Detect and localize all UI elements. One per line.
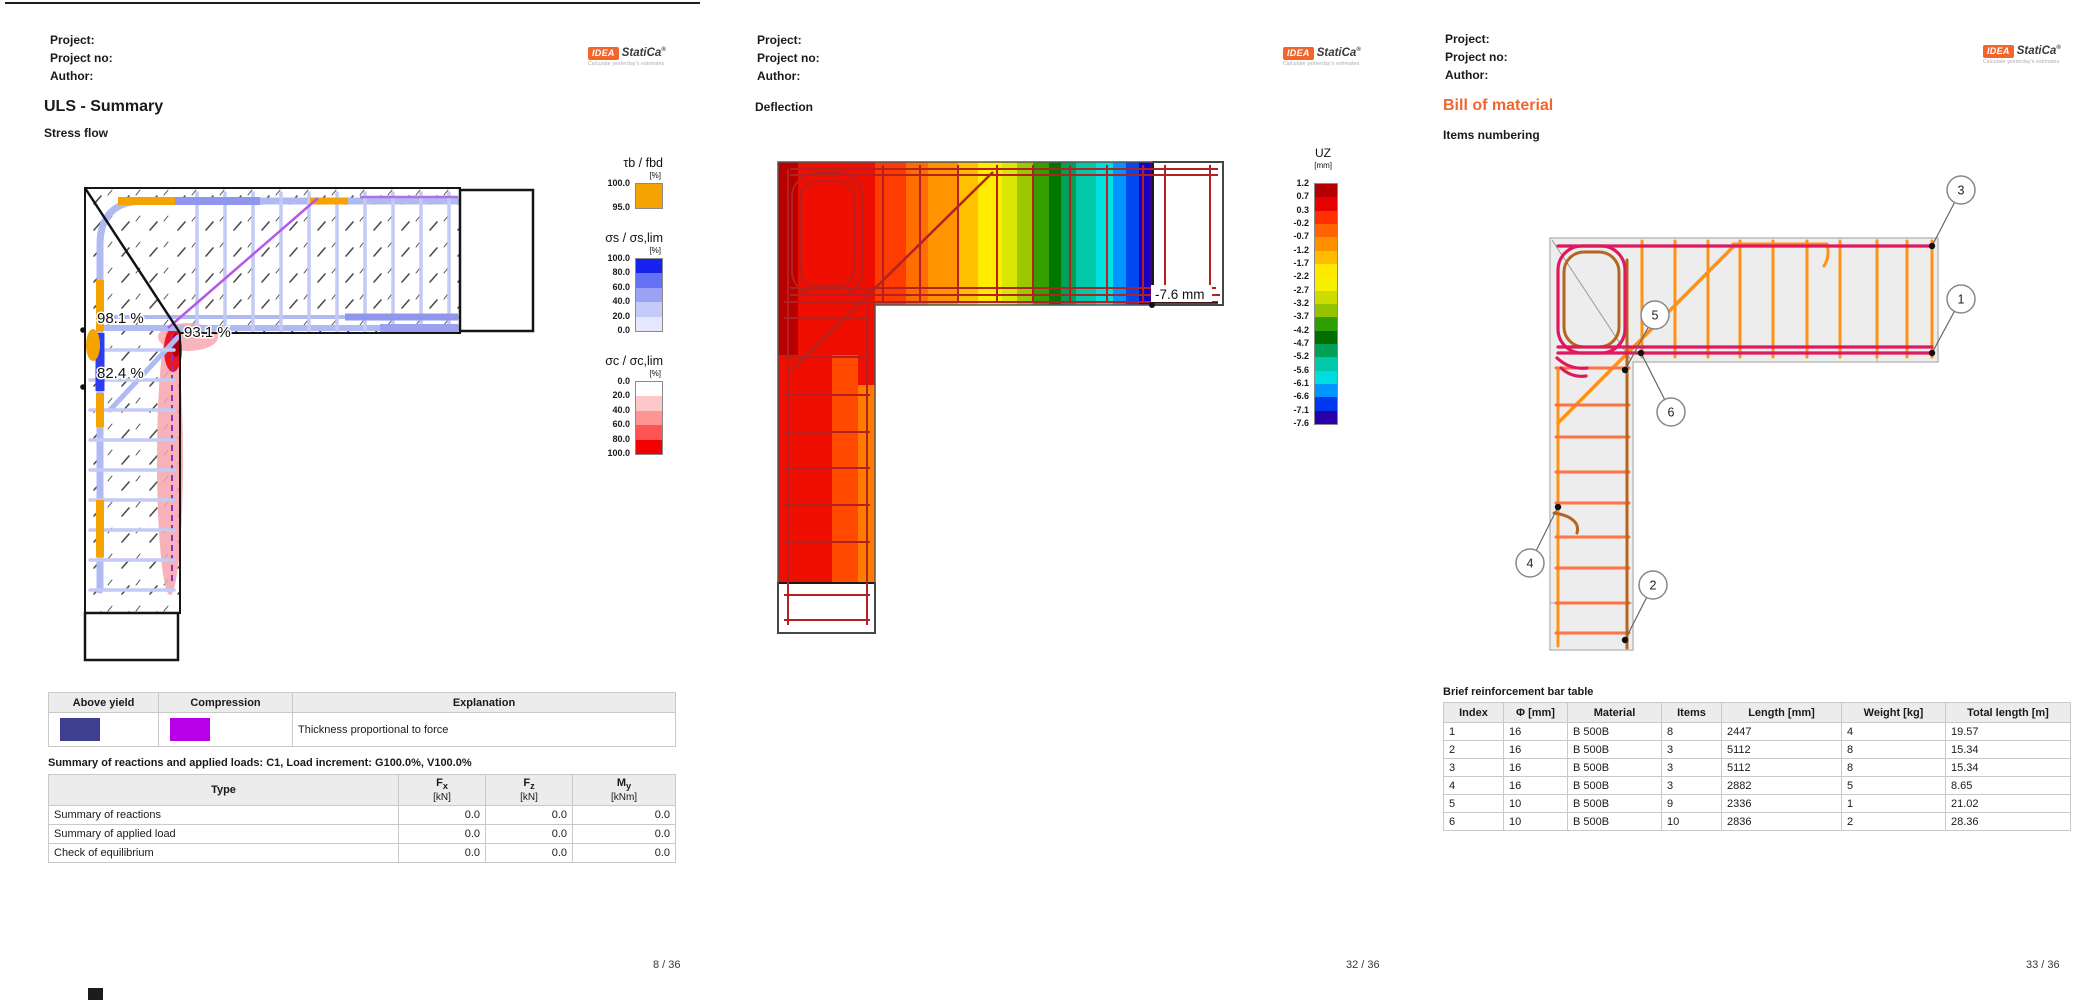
idea-logo-box: IDEA bbox=[588, 47, 619, 60]
header-fx: Fx [kN] bbox=[398, 774, 486, 806]
header-diameter: Φ [mm] bbox=[1503, 702, 1568, 723]
callout-2: 2 bbox=[1650, 579, 1657, 593]
max-deflection-label: -7.6 mm bbox=[1155, 287, 1205, 302]
stress-flow-diagram: 98.1 % 82.4 % 93.1 % bbox=[80, 187, 535, 662]
main-rebar bbox=[1555, 244, 1934, 378]
table-row: 6 10 B 500B 10 2836 2 28.36 bbox=[1443, 812, 2071, 831]
legend-bond: τb / fbd [%] 100.0 95.0 bbox=[607, 156, 663, 212]
page-title-uls-summary: ULS - Summary bbox=[44, 98, 164, 115]
idea-logo-box: IDEA bbox=[1283, 47, 1314, 60]
section-title-stress-flow: Stress flow bbox=[44, 126, 109, 140]
logo-tagline: Calculate yesterday's estimates bbox=[1283, 61, 1360, 67]
page-number: 8 / 36 bbox=[653, 959, 681, 971]
concrete-color-scale bbox=[635, 381, 663, 455]
project-label: Project: bbox=[50, 33, 95, 47]
bar-table-caption: Brief reinforcement bar table bbox=[1443, 686, 1594, 698]
bond-color-swatch bbox=[635, 183, 663, 209]
statica-logo-text: StatiCa® bbox=[621, 47, 666, 60]
right-support-block bbox=[458, 188, 535, 333]
reactions-caption: Summary of reactions and applied loads: … bbox=[48, 757, 472, 769]
project-label: Project: bbox=[757, 33, 802, 47]
header-index: Index bbox=[1443, 702, 1504, 723]
page-break-line bbox=[5, 2, 700, 4]
project-no-label: Project no: bbox=[50, 51, 113, 65]
table-row: 3 16 B 500B 3 5112 8 15.34 bbox=[1443, 758, 2071, 777]
header-length: Length [mm] bbox=[1721, 702, 1842, 723]
items-numbering-diagram: 3 1 5 6 4 2 bbox=[1515, 175, 1976, 651]
idea-statica-logo: IDEA StatiCa® Calculate yesterday's esti… bbox=[1283, 47, 1361, 67]
utilization-segments bbox=[95, 197, 458, 557]
header-items: Items bbox=[1661, 702, 1722, 723]
rebar-overlay bbox=[784, 165, 1220, 625]
uz-color-scale bbox=[1314, 183, 1338, 425]
page-title-deflection: Deflection bbox=[755, 100, 814, 114]
deflection-diagram: -7.6 mm bbox=[777, 161, 1224, 634]
column-stirrups bbox=[1554, 366, 1631, 635]
table-row: 4 16 B 500B 3 2882 5 8.65 bbox=[1443, 776, 2071, 795]
callout-6: 6 bbox=[1668, 406, 1675, 420]
callout-5: 5 bbox=[1652, 309, 1659, 323]
steel-utilization-label: 82.4 % bbox=[97, 365, 144, 382]
bottom-support-block bbox=[83, 611, 180, 662]
page-number: 33 / 36 bbox=[2026, 959, 2060, 971]
project-no-label: Project no: bbox=[757, 51, 820, 65]
uz-title: UZ bbox=[1315, 146, 1331, 160]
reactions-table: Type Fx [kN] Fz [kN] My [kNm] Summary of re… bbox=[48, 774, 676, 863]
page-title-bill-of-material: Bill of material bbox=[1443, 97, 1554, 114]
author-label: Author: bbox=[50, 69, 94, 83]
callout-4: 4 bbox=[1527, 557, 1534, 571]
header-above-yield: Above yield bbox=[48, 692, 159, 713]
reinforcement-bar-table: Index Φ [mm] Material Items Length [mm] … bbox=[1443, 702, 2071, 831]
header-compression: Compression bbox=[158, 692, 293, 713]
concrete-utilization-label: 93.1 % bbox=[184, 324, 231, 341]
author-label: Author: bbox=[1445, 68, 1489, 82]
uz-unit: [mm] bbox=[1314, 161, 1332, 170]
table-row: 1 16 B 500B 8 2447 4 19.57 bbox=[1443, 722, 2071, 741]
callout-3: 3 bbox=[1958, 184, 1965, 198]
stress-flow-legend: τb / fbd [%] 100.0 95.0 σs / σs,lim [%] … bbox=[585, 156, 663, 473]
project-no-label: Project no: bbox=[1445, 50, 1508, 64]
table-row: 2 16 B 500B 3 5112 8 15.34 bbox=[1443, 740, 2071, 759]
table-row: 5 10 B 500B 9 2336 1 21.02 bbox=[1443, 794, 2071, 813]
steel-color-scale bbox=[635, 258, 663, 332]
logo-tagline: Calculate yesterday's estimates bbox=[588, 61, 665, 67]
next-page-peek bbox=[88, 988, 103, 1000]
table-row: Summary of reactions 0.0 0.0 0.0 bbox=[48, 805, 676, 825]
bond-utilization-label: 98.1 % bbox=[97, 310, 144, 327]
table-row: Check of equilibrium 0.0 0.0 0.0 bbox=[48, 843, 676, 863]
header-material: Material bbox=[1567, 702, 1662, 723]
table-row: Summary of applied load 0.0 0.0 0.0 bbox=[48, 824, 676, 844]
author-label: Author: bbox=[757, 69, 801, 83]
bottom-support-block bbox=[777, 582, 876, 634]
above-yield-swatch bbox=[60, 718, 100, 741]
statica-logo-text: StatiCa® bbox=[1316, 47, 1361, 60]
callout-dots bbox=[1554, 242, 1936, 644]
idea-logo-box: IDEA bbox=[1983, 45, 2014, 58]
legend-concrete: σc / σc,lim [%] 0.0 20.0 40.0 60.0 80.0 … bbox=[605, 354, 663, 458]
callout-bubbles: 3 1 5 6 4 2 bbox=[1515, 175, 1976, 600]
project-label: Project: bbox=[1445, 32, 1490, 46]
callout-1: 1 bbox=[1958, 293, 1965, 307]
header-weight: Weight [kg] bbox=[1841, 702, 1946, 723]
header-fz: Fz [kN] bbox=[485, 774, 573, 806]
header-type: Type bbox=[48, 774, 399, 806]
page-number: 32 / 36 bbox=[1346, 959, 1380, 971]
right-support-block bbox=[1152, 161, 1224, 306]
header-explanation: Explanation bbox=[292, 692, 676, 713]
compression-swatch bbox=[170, 718, 210, 741]
color-explanation-table: Above yield Compression Explanation Thic… bbox=[48, 692, 676, 747]
explanation-text: Thickness proportional to force bbox=[292, 712, 676, 747]
uz-legend: UZ [mm] 1.2 0.7 0.3 -0.2 -0.7 -1.2 -1.7 … bbox=[1284, 146, 1338, 428]
legend-steel: σs / σs,lim [%] 100.0 80.0 60.0 40.0 20.… bbox=[605, 231, 663, 335]
deflection-contours bbox=[778, 162, 1153, 633]
idea-statica-logo: IDEA StatiCa® Calculate yesterday's esti… bbox=[1983, 45, 2061, 65]
header-total-length: Total length [m] bbox=[1945, 702, 2071, 723]
idea-statica-logo: IDEA StatiCa® Calculate yesterday's esti… bbox=[588, 47, 666, 67]
section-title-items-numbering: Items numbering bbox=[1443, 128, 1540, 142]
statica-logo-text: StatiCa® bbox=[2016, 45, 2061, 58]
logo-tagline: Calculate yesterday's estimates bbox=[1983, 59, 2060, 65]
header-my: My [kNm] bbox=[572, 774, 676, 806]
